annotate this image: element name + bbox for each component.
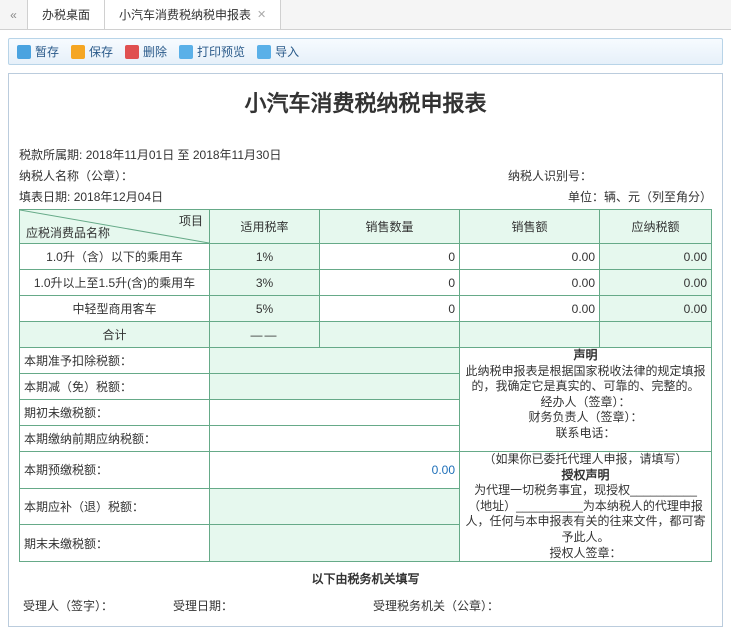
declaration-box-2: （如果你已委托代理人申报，请填写） 授权声明 为代理一切税务事宜，现授权____… bbox=[460, 452, 712, 562]
cat-name: 1.0升（含）以下的乘用车 bbox=[20, 244, 210, 270]
col-qty-header: 销售数量 bbox=[320, 210, 460, 244]
row-label: 本期减（免）税额： bbox=[20, 374, 210, 400]
amt-cell[interactable]: 0.00 bbox=[460, 270, 600, 296]
row-label: 本期应补（退）税额： bbox=[20, 488, 210, 525]
save-button[interactable]: 保存 bbox=[71, 43, 113, 60]
cat-name: 中轻型商用客车 bbox=[20, 296, 210, 322]
table-row: 1.0升（含）以下的乘用车 1% 0 0.00 0.00 bbox=[20, 244, 712, 270]
decl-title: 授权声明 bbox=[464, 468, 707, 484]
tax-cell: 0.00 bbox=[600, 244, 712, 270]
row-label: 本期准予扣除税额： bbox=[20, 348, 210, 374]
decl-hint: （如果你已委托代理人申报，请填写） bbox=[464, 452, 707, 468]
table-row: 1.0升以上至1.5升(含)的乘用车 3% 0 0.00 0.00 bbox=[20, 270, 712, 296]
save-icon bbox=[71, 45, 85, 59]
row-value[interactable] bbox=[210, 348, 460, 374]
row-label: 本期缴纳前期应纳税额： bbox=[20, 426, 210, 452]
col-rate-header: 适用税率 bbox=[210, 210, 320, 244]
period-label: 税款所属期: bbox=[19, 146, 82, 163]
page-title: 小汽车消费税纳税申报表 bbox=[19, 86, 712, 118]
tab-label: 办税桌面 bbox=[42, 0, 90, 30]
row-value[interactable] bbox=[210, 400, 460, 426]
table-row: 中轻型商用客车 5% 0 0.00 0.00 bbox=[20, 296, 712, 322]
decl-line: 联系电话： bbox=[464, 426, 707, 442]
period-value: 2018年11月01日 至 2018年11月30日 bbox=[86, 146, 282, 163]
taxpayer-row: 纳税人名称（公章）： 纳税人识别号： bbox=[19, 167, 712, 184]
pause-icon bbox=[17, 45, 31, 59]
qty-cell[interactable]: 0 bbox=[320, 270, 460, 296]
rate-cell[interactable]: 1% bbox=[210, 244, 320, 270]
rate-cell[interactable]: 3% bbox=[210, 270, 320, 296]
row-value[interactable] bbox=[210, 426, 460, 452]
taxpayer-name-label: 纳税人名称（公章）： bbox=[19, 167, 133, 184]
row-label: 期末未缴税额： bbox=[20, 525, 210, 562]
close-icon[interactable]: ✕ bbox=[257, 0, 266, 30]
tab-report[interactable]: 小汽车消费税纳税申报表 ✕ bbox=[105, 0, 281, 29]
qty-cell[interactable]: 0 bbox=[320, 244, 460, 270]
print-preview-button[interactable]: 打印预览 bbox=[179, 43, 245, 60]
diag-top-label: 项目 bbox=[179, 212, 203, 229]
decl-sig: 授权人签章： bbox=[464, 546, 707, 562]
diag-bottom-label: 应税消费品名称 bbox=[26, 224, 110, 241]
import-icon bbox=[257, 45, 271, 59]
cat-name: 1.0升以上至1.5升(含)的乘用车 bbox=[20, 270, 210, 296]
print-icon bbox=[179, 45, 193, 59]
delete-label: 删除 bbox=[143, 43, 167, 60]
tab-label: 小汽车消费税纳税申报表 bbox=[119, 0, 251, 30]
row-label: 期初未缴税额： bbox=[20, 400, 210, 426]
footer-receiver: 受理人（签字）： bbox=[23, 597, 113, 614]
row-value[interactable] bbox=[210, 374, 460, 400]
tax-cell: 0.00 bbox=[600, 296, 712, 322]
row-value[interactable] bbox=[210, 488, 460, 525]
col-tax-header: 应纳税额 bbox=[600, 210, 712, 244]
report-panel: 小汽车消费税纳税申报表 税款所属期: 2018年11月01日 至 2018年11… bbox=[8, 73, 723, 627]
decl-body: 为代理一切税务事宜，现授权__________（地址）__________为本纳… bbox=[464, 483, 707, 545]
row-label: 本期预缴税额： bbox=[20, 452, 210, 489]
taxpayer-id-label: 纳税人识别号： bbox=[508, 167, 592, 184]
fill-date-label: 填表日期: bbox=[19, 190, 70, 204]
col-category-header: 项目 应税消费品名称 bbox=[20, 210, 210, 244]
unit-label: 单位：辆、元（列至角分） bbox=[568, 188, 712, 205]
row-value[interactable] bbox=[210, 525, 460, 562]
col-amt-header: 销售额 bbox=[460, 210, 600, 244]
qty-cell[interactable]: 0 bbox=[320, 296, 460, 322]
toolbar: 暂存 保存 删除 打印预览 导入 bbox=[8, 38, 723, 65]
total-row: 合计 —— bbox=[20, 322, 712, 348]
total-tax bbox=[600, 322, 712, 348]
import-button[interactable]: 导入 bbox=[257, 43, 299, 60]
total-label: 合计 bbox=[20, 322, 210, 348]
rate-cell[interactable]: 5% bbox=[210, 296, 320, 322]
decl-line: 经办人（签章）： bbox=[464, 395, 707, 411]
pause-button[interactable]: 暂存 bbox=[17, 43, 59, 60]
dash-cell: —— bbox=[210, 322, 320, 348]
row-value[interactable]: 0.00 bbox=[210, 452, 460, 489]
save-label: 保存 bbox=[89, 43, 113, 60]
tab-desktop[interactable]: 办税桌面 bbox=[28, 0, 105, 29]
filldate-row: 填表日期: 2018年12月04日 单位：辆、元（列至角分） bbox=[19, 188, 712, 205]
period-row: 税款所属期: 2018年11月01日 至 2018年11月30日 bbox=[19, 146, 712, 163]
tax-cell: 0.00 bbox=[600, 270, 712, 296]
report-table: 项目 应税消费品名称 适用税率 销售数量 销售额 应纳税额 1.0升（含）以下的… bbox=[19, 209, 712, 562]
tabs-collapse-button[interactable]: « bbox=[0, 0, 28, 29]
footer-authority: 受理税务机关（公章）： bbox=[373, 597, 499, 614]
total-qty bbox=[320, 322, 460, 348]
declaration-box-1: 声明 此纳税申报表是根据国家税收法律的规定填报的，我确定它是真实的、可靠的、完整… bbox=[460, 348, 712, 452]
footer-section-title: 以下由税务机关填写 bbox=[19, 570, 712, 587]
delete-button[interactable]: 删除 bbox=[125, 43, 167, 60]
import-label: 导入 bbox=[275, 43, 299, 60]
tab-bar: « 办税桌面 小汽车消费税纳税申报表 ✕ bbox=[0, 0, 731, 30]
fill-date-value: 2018年12月04日 bbox=[74, 190, 163, 204]
decl-body: 此纳税申报表是根据国家税收法律的规定填报的，我确定它是真实的、可靠的、完整的。 bbox=[464, 364, 707, 395]
print-label: 打印预览 bbox=[197, 43, 245, 60]
footer-row: 受理人（签字）： 受理日期： 受理税务机关（公章）： bbox=[19, 597, 712, 622]
amt-cell[interactable]: 0.00 bbox=[460, 244, 600, 270]
footer-date: 受理日期： bbox=[173, 597, 233, 614]
total-amt bbox=[460, 322, 600, 348]
decl-line: 财务负责人（签章）： bbox=[464, 410, 707, 426]
decl-title: 声明 bbox=[464, 348, 707, 364]
amt-cell[interactable]: 0.00 bbox=[460, 296, 600, 322]
pause-label: 暂存 bbox=[35, 43, 59, 60]
delete-icon bbox=[125, 45, 139, 59]
